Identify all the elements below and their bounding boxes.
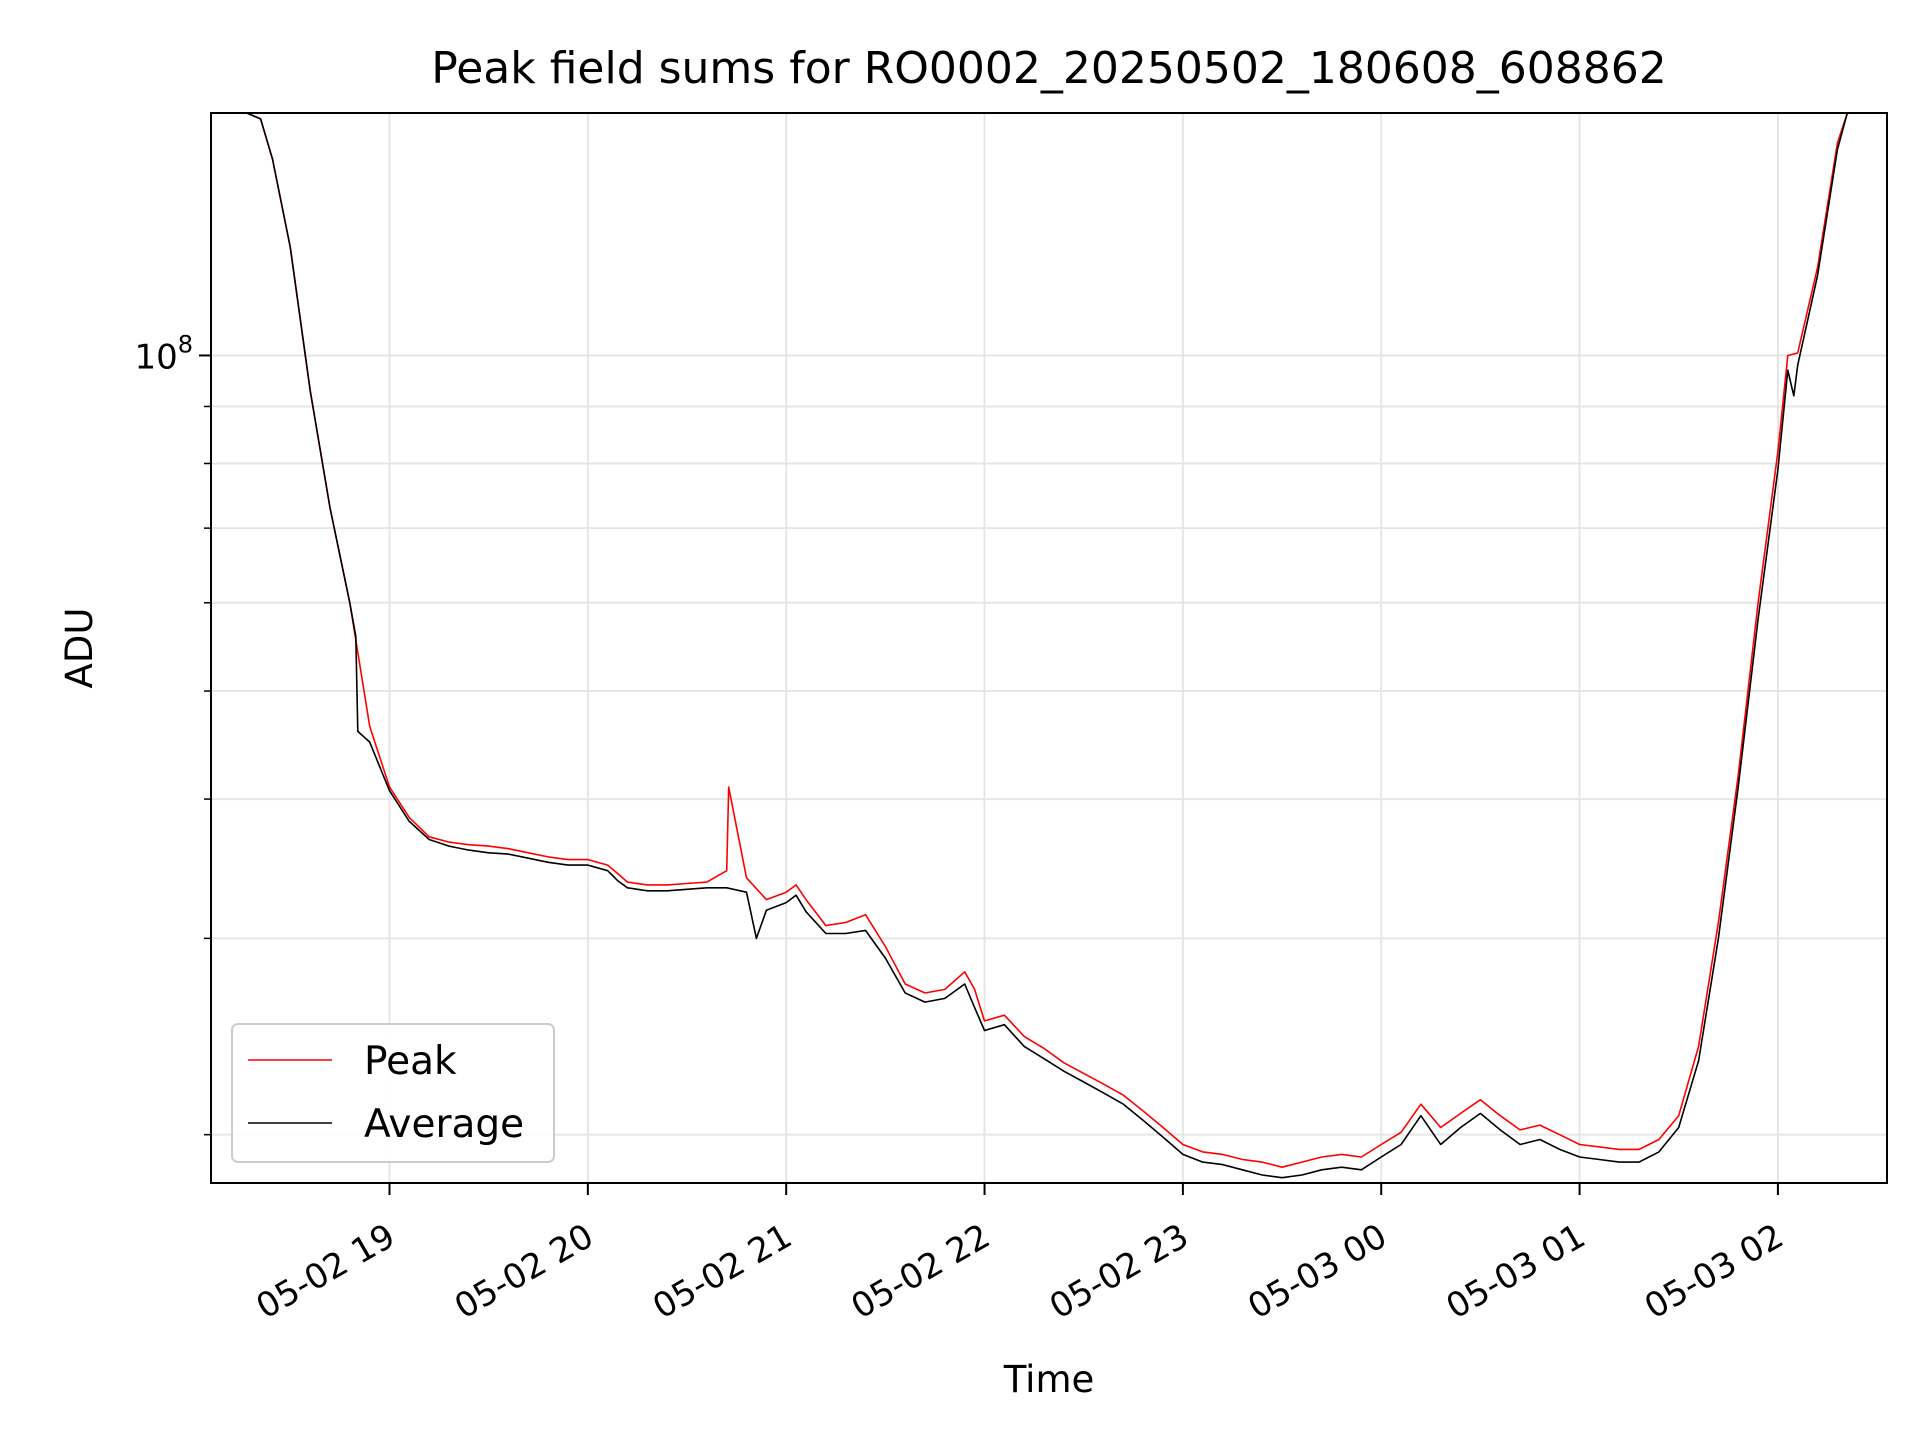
y-tick-base: 10 bbox=[134, 337, 177, 377]
grid bbox=[211, 113, 1887, 1183]
chart-title: Peak field sums for RO0002_20250502_1806… bbox=[431, 43, 1667, 94]
y-tick-exponent: 8 bbox=[178, 330, 193, 358]
legend-label-average: Average bbox=[364, 1102, 524, 1147]
legend: Peak Average bbox=[231, 1023, 555, 1163]
legend-box bbox=[231, 1023, 555, 1163]
series-layer bbox=[246, 113, 1849, 1179]
x-axis-label: Time bbox=[1003, 1358, 1095, 1401]
series-line-peak bbox=[246, 113, 1849, 1168]
y-axis-label: ADU bbox=[58, 608, 101, 689]
plot-frame bbox=[210, 112, 1888, 1184]
series-line-average bbox=[246, 113, 1849, 1179]
legend-label-peak: Peak bbox=[364, 1039, 457, 1084]
y-tick-label: 108 bbox=[134, 330, 193, 377]
